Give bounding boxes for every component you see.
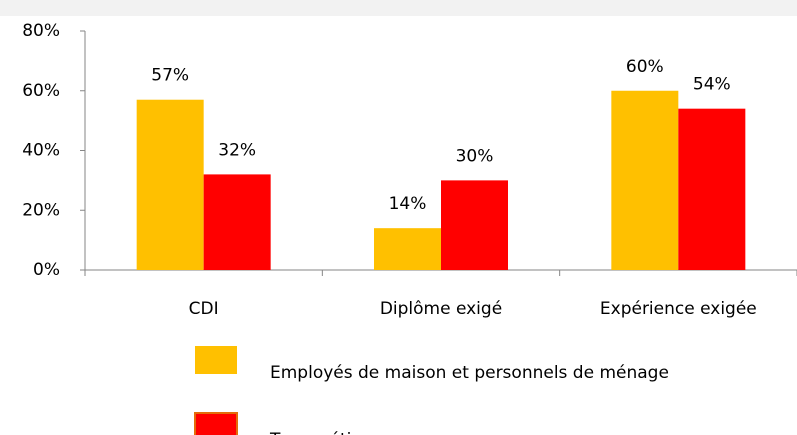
y-tick-label: 60% <box>22 81 60 101</box>
legend-swatch <box>194 412 238 435</box>
bar <box>611 90 679 270</box>
top-strip <box>0 0 797 16</box>
legend-label: Tous métiers <box>269 430 378 435</box>
data-label: 14% <box>389 194 427 214</box>
y-tick-label: 80% <box>22 21 60 41</box>
bar <box>678 108 746 270</box>
x-tick-label: CDI <box>189 299 219 319</box>
bar <box>441 180 508 270</box>
data-label: 32% <box>218 140 256 160</box>
bar <box>374 228 441 270</box>
data-label: 30% <box>456 146 494 166</box>
y-tick-label: 0% <box>33 260 60 280</box>
data-label: 54% <box>693 75 731 95</box>
bar <box>203 174 271 270</box>
data-label: 57% <box>151 66 189 86</box>
bar <box>136 99 204 271</box>
y-tick-label: 40% <box>22 141 60 161</box>
legend-label: Employés de maison et personnels de ména… <box>270 363 669 383</box>
data-label: 60% <box>626 57 664 77</box>
x-tick-label: Diplôme exigé <box>380 299 502 319</box>
legend-swatch <box>195 346 237 374</box>
x-tick-label: Expérience exigée <box>600 299 757 319</box>
y-tick-label: 20% <box>22 200 60 220</box>
